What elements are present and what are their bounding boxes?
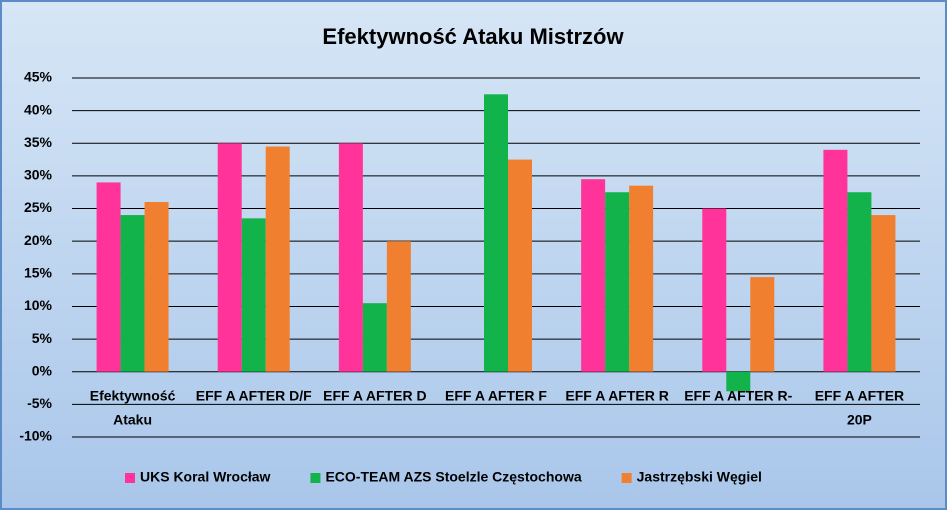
y-tick-label: 30%: [24, 167, 53, 183]
x-tick-label: EFF A AFTER R-: [684, 387, 792, 403]
bar: [629, 185, 654, 372]
bar: [823, 149, 848, 372]
legend-swatch: [310, 473, 321, 483]
bar: [605, 192, 630, 372]
bar: [217, 143, 242, 372]
bar: [241, 218, 266, 372]
legend-label: ECO-TEAM AZS Stoelzle Częstochowa: [325, 469, 581, 485]
y-tick-label: 10%: [24, 297, 53, 313]
y-tick-label: 5%: [32, 330, 53, 346]
y-tick-label: 25%: [24, 199, 53, 215]
bar: [750, 277, 775, 372]
y-tick-label: 15%: [24, 265, 53, 281]
bar: [484, 94, 508, 372]
bar: [581, 179, 606, 372]
y-tick-label: -5%: [27, 395, 52, 411]
bar: [362, 303, 387, 372]
legend-swatch: [621, 473, 632, 483]
y-tick-label: 20%: [24, 232, 53, 248]
bar: [386, 241, 411, 372]
y-tick-label: -10%: [19, 428, 52, 444]
y-tick-label: 40%: [24, 101, 53, 117]
bar: [265, 146, 290, 372]
x-tick-label: Efektywność Ataku: [90, 387, 176, 427]
bar: [508, 159, 532, 372]
chart-title: Efektywność Ataku Mistrzów: [322, 24, 624, 49]
bar: [726, 371, 751, 392]
legend-label: Jastrzębski Węgiel: [637, 469, 762, 485]
bar: [702, 208, 727, 372]
y-tick-label: 45%: [24, 69, 53, 85]
x-tick-label: EFF A AFTER 20P: [815, 387, 904, 427]
x-tick-label: EFF A AFTER D: [323, 387, 426, 403]
bar: [96, 182, 121, 372]
x-tick-label: EFF A AFTER F: [445, 387, 547, 403]
x-tick-label: EFF A AFTER R: [565, 387, 668, 403]
bar: [144, 202, 169, 372]
y-tick-label: 0%: [32, 362, 53, 378]
bar: [847, 192, 872, 372]
legend-swatch: [125, 473, 135, 483]
y-tick-label: 35%: [24, 134, 53, 150]
bar: [338, 143, 363, 372]
x-tick-label: EFF A AFTER D/F: [196, 387, 312, 403]
legend-label: UKS Koral Wrocław: [140, 469, 271, 485]
bar: [120, 215, 145, 372]
bar: [871, 215, 896, 372]
